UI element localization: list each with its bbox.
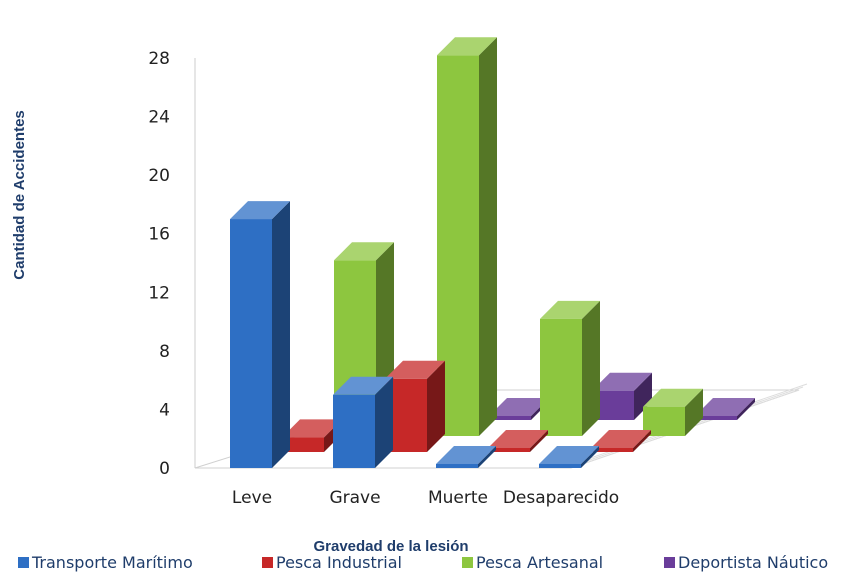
legend-swatch: [262, 557, 273, 568]
bar-side: [375, 376, 393, 468]
y-tick-label: 20: [148, 166, 170, 186]
bar-top: [643, 388, 703, 407]
bar-front: [591, 448, 633, 452]
bar-top: [282, 419, 342, 438]
bar-top: [385, 360, 445, 379]
legend-item: Pesca Artesanal: [462, 553, 603, 572]
x-axis-labels: Leve Grave Muerte Desaparecido: [232, 488, 619, 508]
bar-front: [539, 464, 581, 468]
y-tick-label: 24: [148, 108, 170, 128]
legend-label: Transporte Marítimo: [31, 553, 193, 572]
bar-top: [539, 446, 599, 464]
bar-side: [479, 37, 497, 437]
legend-item: Transporte Marítimo: [18, 553, 193, 572]
legend-swatch: [664, 557, 675, 568]
legend-item: Deportista Náutico: [664, 553, 828, 572]
bar-side: [685, 388, 703, 436]
bar: [591, 430, 651, 452]
y-axis-title: Cantidad de Accidentes: [11, 110, 28, 279]
bar-front: [489, 416, 531, 420]
legend-label: Deportista Náutico: [678, 553, 828, 572]
bar-side: [427, 360, 445, 452]
y-tick-label: 8: [159, 342, 170, 362]
x-tick-label: Desaparecido: [503, 488, 619, 508]
bar-side: [633, 430, 651, 452]
bar-top: [230, 201, 290, 220]
bar: [333, 376, 393, 468]
x-axis-title: Gravedad de la lesión: [313, 538, 468, 555]
y-tick-label: 4: [159, 400, 170, 420]
y-tick-label: 16: [148, 225, 170, 245]
bar-top: [437, 37, 497, 56]
bar-top: [333, 376, 393, 395]
bar-top: [695, 398, 755, 416]
bar-front: [333, 394, 375, 468]
bar-front: [695, 416, 737, 420]
bar-side: [581, 446, 599, 468]
legend-item: Pesca Industrial: [262, 553, 402, 572]
x-tick-label: Muerte: [428, 488, 488, 508]
bar-top: [334, 242, 394, 261]
bar: [230, 201, 290, 469]
bar: [695, 398, 755, 420]
legend-label: Pesca Industrial: [276, 553, 402, 572]
bar: [436, 446, 496, 468]
y-tick-label: 28: [148, 49, 170, 69]
y-tick-label: 12: [148, 283, 170, 303]
bar-side: [478, 446, 496, 468]
bar-top: [488, 430, 548, 448]
bar-front: [230, 219, 272, 468]
bar-top: [591, 430, 651, 448]
bar-top: [436, 446, 496, 464]
y-axis: 0 4 8 12 16 20 24 28: [148, 49, 196, 479]
bar-side: [582, 300, 600, 436]
bar: [540, 300, 600, 436]
bar-front: [436, 464, 478, 468]
legend-swatch: [462, 557, 473, 568]
bar: [437, 37, 497, 437]
bar-side: [737, 398, 755, 420]
legend-swatch: [18, 557, 29, 568]
bar: [385, 360, 445, 452]
bar-side: [272, 201, 290, 469]
bar-front: [540, 318, 582, 436]
bar: [488, 430, 548, 452]
bar-front: [282, 437, 324, 452]
y-tick-label: 0: [159, 459, 170, 479]
bar-side: [530, 430, 548, 452]
bar: [539, 446, 599, 468]
x-tick-label: Grave: [329, 488, 380, 508]
bar-top: [489, 398, 549, 416]
x-tick-label: Leve: [232, 488, 272, 508]
bars-group: [230, 37, 755, 469]
bar-top: [592, 372, 652, 391]
bar-side: [634, 372, 652, 420]
bar-front: [488, 448, 530, 452]
bar-top: [540, 300, 600, 319]
legend: Transporte Marítimo Pesca Industrial Pesca…: [18, 553, 828, 572]
legend-label: Pesca Artesanal: [476, 553, 603, 572]
